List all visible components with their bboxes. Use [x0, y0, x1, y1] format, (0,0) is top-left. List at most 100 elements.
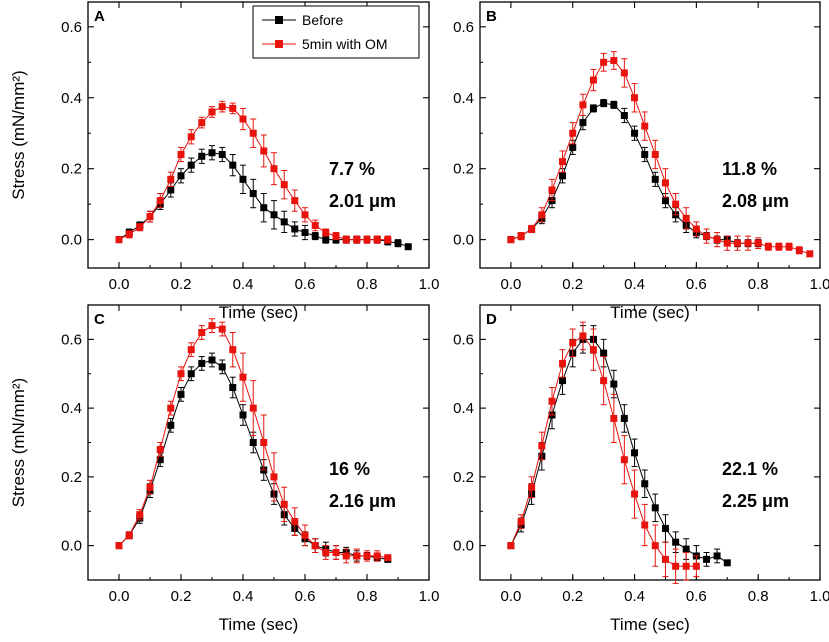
data-point [115, 542, 123, 550]
data-point [322, 229, 330, 237]
data-point [260, 204, 268, 212]
data-point [538, 211, 546, 219]
data-point [641, 151, 649, 159]
data-point [507, 542, 515, 550]
data-point [682, 214, 690, 222]
y-axis-title: Stress (mN/mm²) [9, 378, 28, 507]
data-point [136, 223, 144, 231]
x-tick-label: 0.2 [171, 588, 192, 605]
data-point [146, 213, 154, 221]
data-point [332, 549, 340, 556]
data-point [125, 531, 133, 539]
x-tick-label: 1.0 [810, 588, 829, 605]
legend: Before 5min with OM [252, 5, 420, 59]
y-tick-label: 0.2 [453, 469, 474, 486]
x-tick-label: 0.6 [686, 588, 707, 605]
x-tick-label: 0.0 [500, 588, 521, 605]
y-axis-title: Stress (mN/mm²) [9, 70, 28, 199]
annotation-percent: 22.1 % [722, 459, 778, 479]
data-point [332, 232, 340, 240]
data-point [311, 232, 319, 240]
data-point [167, 175, 175, 183]
data-point [311, 542, 319, 550]
data-point [589, 346, 597, 354]
data-point [218, 325, 226, 333]
series-om [507, 51, 814, 258]
plot-frame [479, 1, 821, 269]
data-point [177, 370, 185, 378]
annotation-length: 2.16 μm [329, 491, 396, 511]
panel-b: B 0.0 0.2 0.4 0.6 0.8 1.0 0.0 0.2 0.4 0.6 Time (sec… [453, 1, 829, 322]
data-point [610, 57, 618, 65]
y-tick-label: 0.4 [61, 90, 82, 107]
panel-letter: C [94, 311, 105, 328]
panel-letter: B [486, 8, 497, 25]
data-point [661, 555, 669, 563]
legend-box [252, 5, 420, 59]
data-point [589, 104, 597, 112]
data-point [167, 186, 175, 194]
y-tick-label: 0.2 [61, 469, 82, 486]
data-point [548, 397, 556, 405]
data-point [775, 243, 783, 251]
data-point [239, 175, 247, 183]
y-tick-label: 0.0 [453, 538, 474, 555]
x-tick-label: 0.2 [562, 276, 583, 293]
data-point [218, 363, 226, 371]
data-point [322, 549, 330, 556]
data-point [692, 562, 700, 570]
data-point [249, 404, 257, 412]
data-point [744, 239, 752, 247]
data-point [723, 239, 731, 247]
x-tick-label: 0.6 [295, 588, 316, 605]
data-point [342, 552, 350, 560]
data-point [672, 200, 680, 208]
data-point [631, 490, 639, 498]
x-tick-label: 1.0 [810, 276, 829, 293]
data-point [156, 197, 164, 205]
data-point [187, 161, 195, 169]
y-tick-label: 0.6 [61, 331, 82, 348]
data-point [156, 445, 164, 453]
data-point [600, 377, 608, 385]
data-point [579, 332, 587, 340]
data-point [404, 243, 412, 251]
data-point [260, 439, 268, 446]
data-point [661, 179, 669, 187]
data-point [672, 562, 680, 570]
data-point [239, 115, 247, 123]
data-point [600, 99, 608, 107]
data-point [249, 439, 257, 446]
panel-c: C 0.0 0.2 0.4 0.6 0.8 1.0 0.0 0.2 0.4 0.6 Time (sec… [9, 304, 439, 634]
data-point [208, 322, 216, 330]
data-point [548, 186, 556, 194]
x-tick-label: 0.0 [109, 276, 130, 293]
y-tick-label: 0.6 [61, 19, 82, 36]
x-tick-label: 0.8 [357, 276, 378, 293]
data-point [682, 562, 690, 570]
data-point [692, 225, 700, 233]
data-point [754, 239, 762, 247]
data-point [538, 442, 546, 450]
data-point [363, 552, 371, 560]
data-point [672, 538, 680, 546]
data-point [641, 122, 649, 130]
y-tick-label: 0.0 [61, 232, 82, 249]
data-point [610, 414, 618, 422]
data-point [579, 101, 587, 109]
x-axis-title: Time (sec) [219, 303, 299, 322]
data-point [125, 230, 133, 238]
data-point [528, 225, 536, 233]
annotation-percent: 16 % [329, 459, 370, 479]
y-tick-label: 0.6 [453, 331, 474, 348]
x-tick-label: 0.8 [357, 588, 378, 605]
x-tick-label: 0.6 [295, 276, 316, 293]
data-point [239, 411, 247, 419]
data-point [569, 129, 577, 137]
x-axis-title: Time (sec) [219, 615, 299, 634]
data-point [569, 143, 577, 151]
data-point [620, 111, 628, 119]
data-point [301, 531, 309, 539]
data-point [631, 129, 639, 137]
